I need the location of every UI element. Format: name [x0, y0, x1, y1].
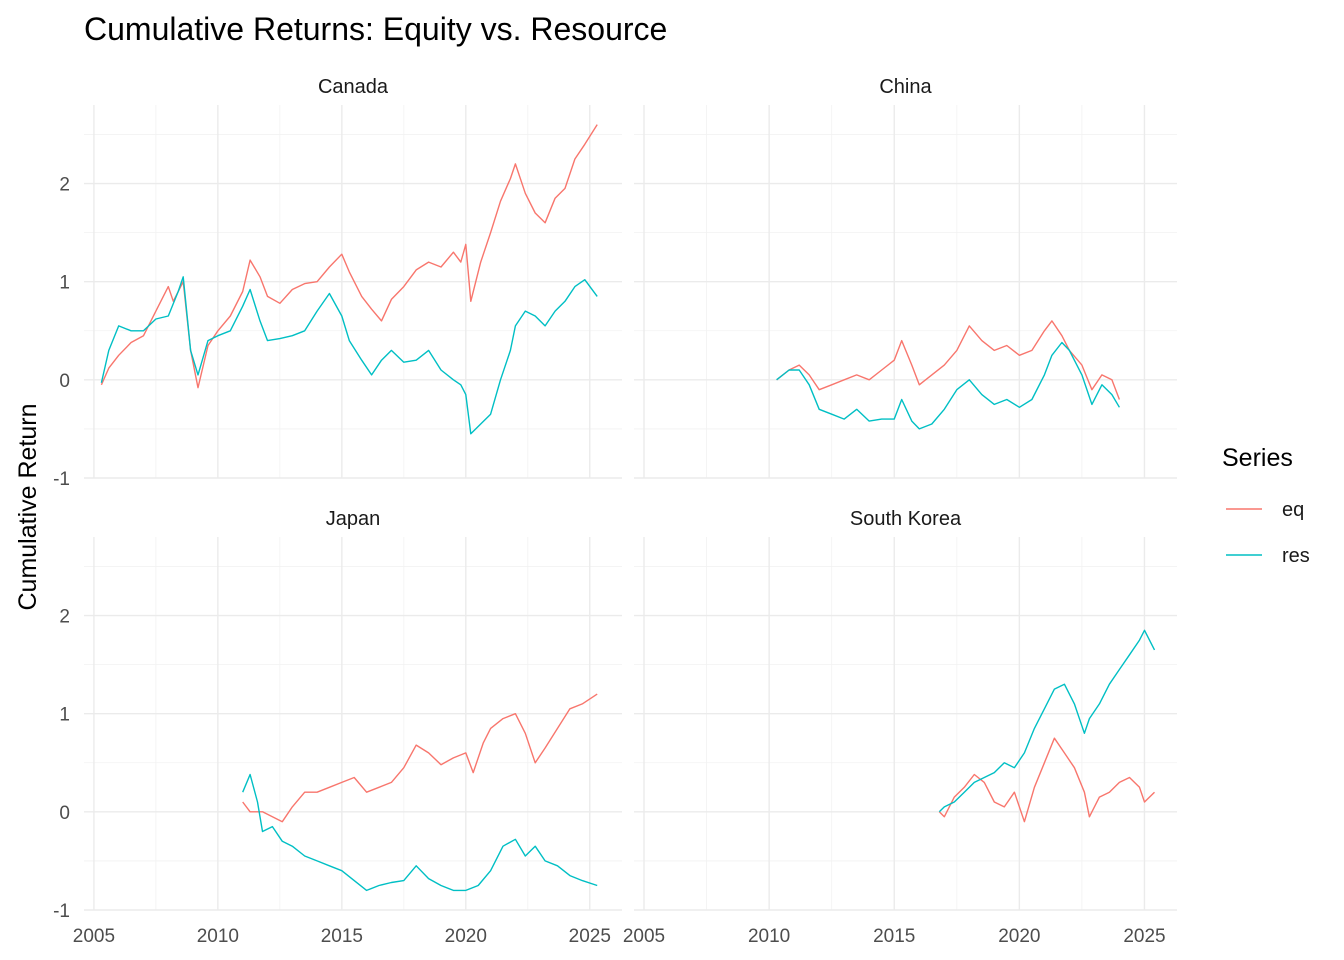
legend-label-eq: eq [1282, 499, 1304, 521]
series-line-eq [100, 124, 598, 389]
legend-title: Series [1222, 444, 1293, 472]
series-line-res [242, 773, 598, 892]
y-tick-label: -1 [53, 901, 70, 922]
x-tick-label: 2020 [445, 926, 487, 947]
facet-panel: South Korea 2005 2010 2015 2020 2025 [623, 508, 1177, 947]
y-tick-label: -1 [53, 469, 70, 490]
x-tick-label: 2010 [197, 926, 239, 947]
series-line-eq [776, 320, 1121, 400]
y-axis-title: Cumulative Return [14, 403, 42, 610]
facet-panel: China [634, 76, 1177, 479]
facet-panel: Canada -1 0 1 2 [53, 76, 622, 490]
y-tick-label: 1 [59, 705, 70, 726]
facet-panels: Canada -1 0 1 2 China Japan -1 0 1 2 2005 2010 2015 20… [53, 76, 1177, 947]
legend-label-res: res [1282, 545, 1310, 567]
y-tick-label: 0 [59, 371, 70, 392]
series-line-res [938, 629, 1156, 813]
series-line-eq [938, 737, 1155, 823]
x-tick-label: 2005 [73, 926, 115, 947]
x-tick-label: 2025 [569, 926, 611, 947]
facet-strip-label: South Korea [850, 508, 962, 530]
series-line-res [776, 341, 1121, 430]
facet-panel: Japan -1 0 1 2 2005 2010 2015 2020 2025 [53, 508, 622, 947]
x-tick-label: 2025 [1123, 926, 1165, 947]
y-tick-label: 2 [59, 175, 70, 196]
series-line-res [100, 276, 598, 435]
chart-title: Cumulative Returns: Equity vs. Resource [84, 11, 667, 47]
x-tick-label: 2015 [873, 926, 915, 947]
y-tick-label: 2 [59, 607, 70, 628]
facet-strip-label: Japan [326, 508, 381, 530]
facet-strip-label: Canada [318, 76, 389, 98]
x-tick-label: 2010 [748, 926, 790, 947]
series-line-eq [242, 693, 598, 823]
y-tick-label: 0 [59, 803, 70, 824]
x-tick-label: 2015 [321, 926, 363, 947]
y-tick-label: 1 [59, 273, 70, 294]
facet-strip-label: China [879, 76, 932, 98]
legend: Series eq res [1222, 444, 1310, 567]
x-tick-label: 2020 [998, 926, 1040, 947]
x-tick-label: 2005 [623, 926, 665, 947]
